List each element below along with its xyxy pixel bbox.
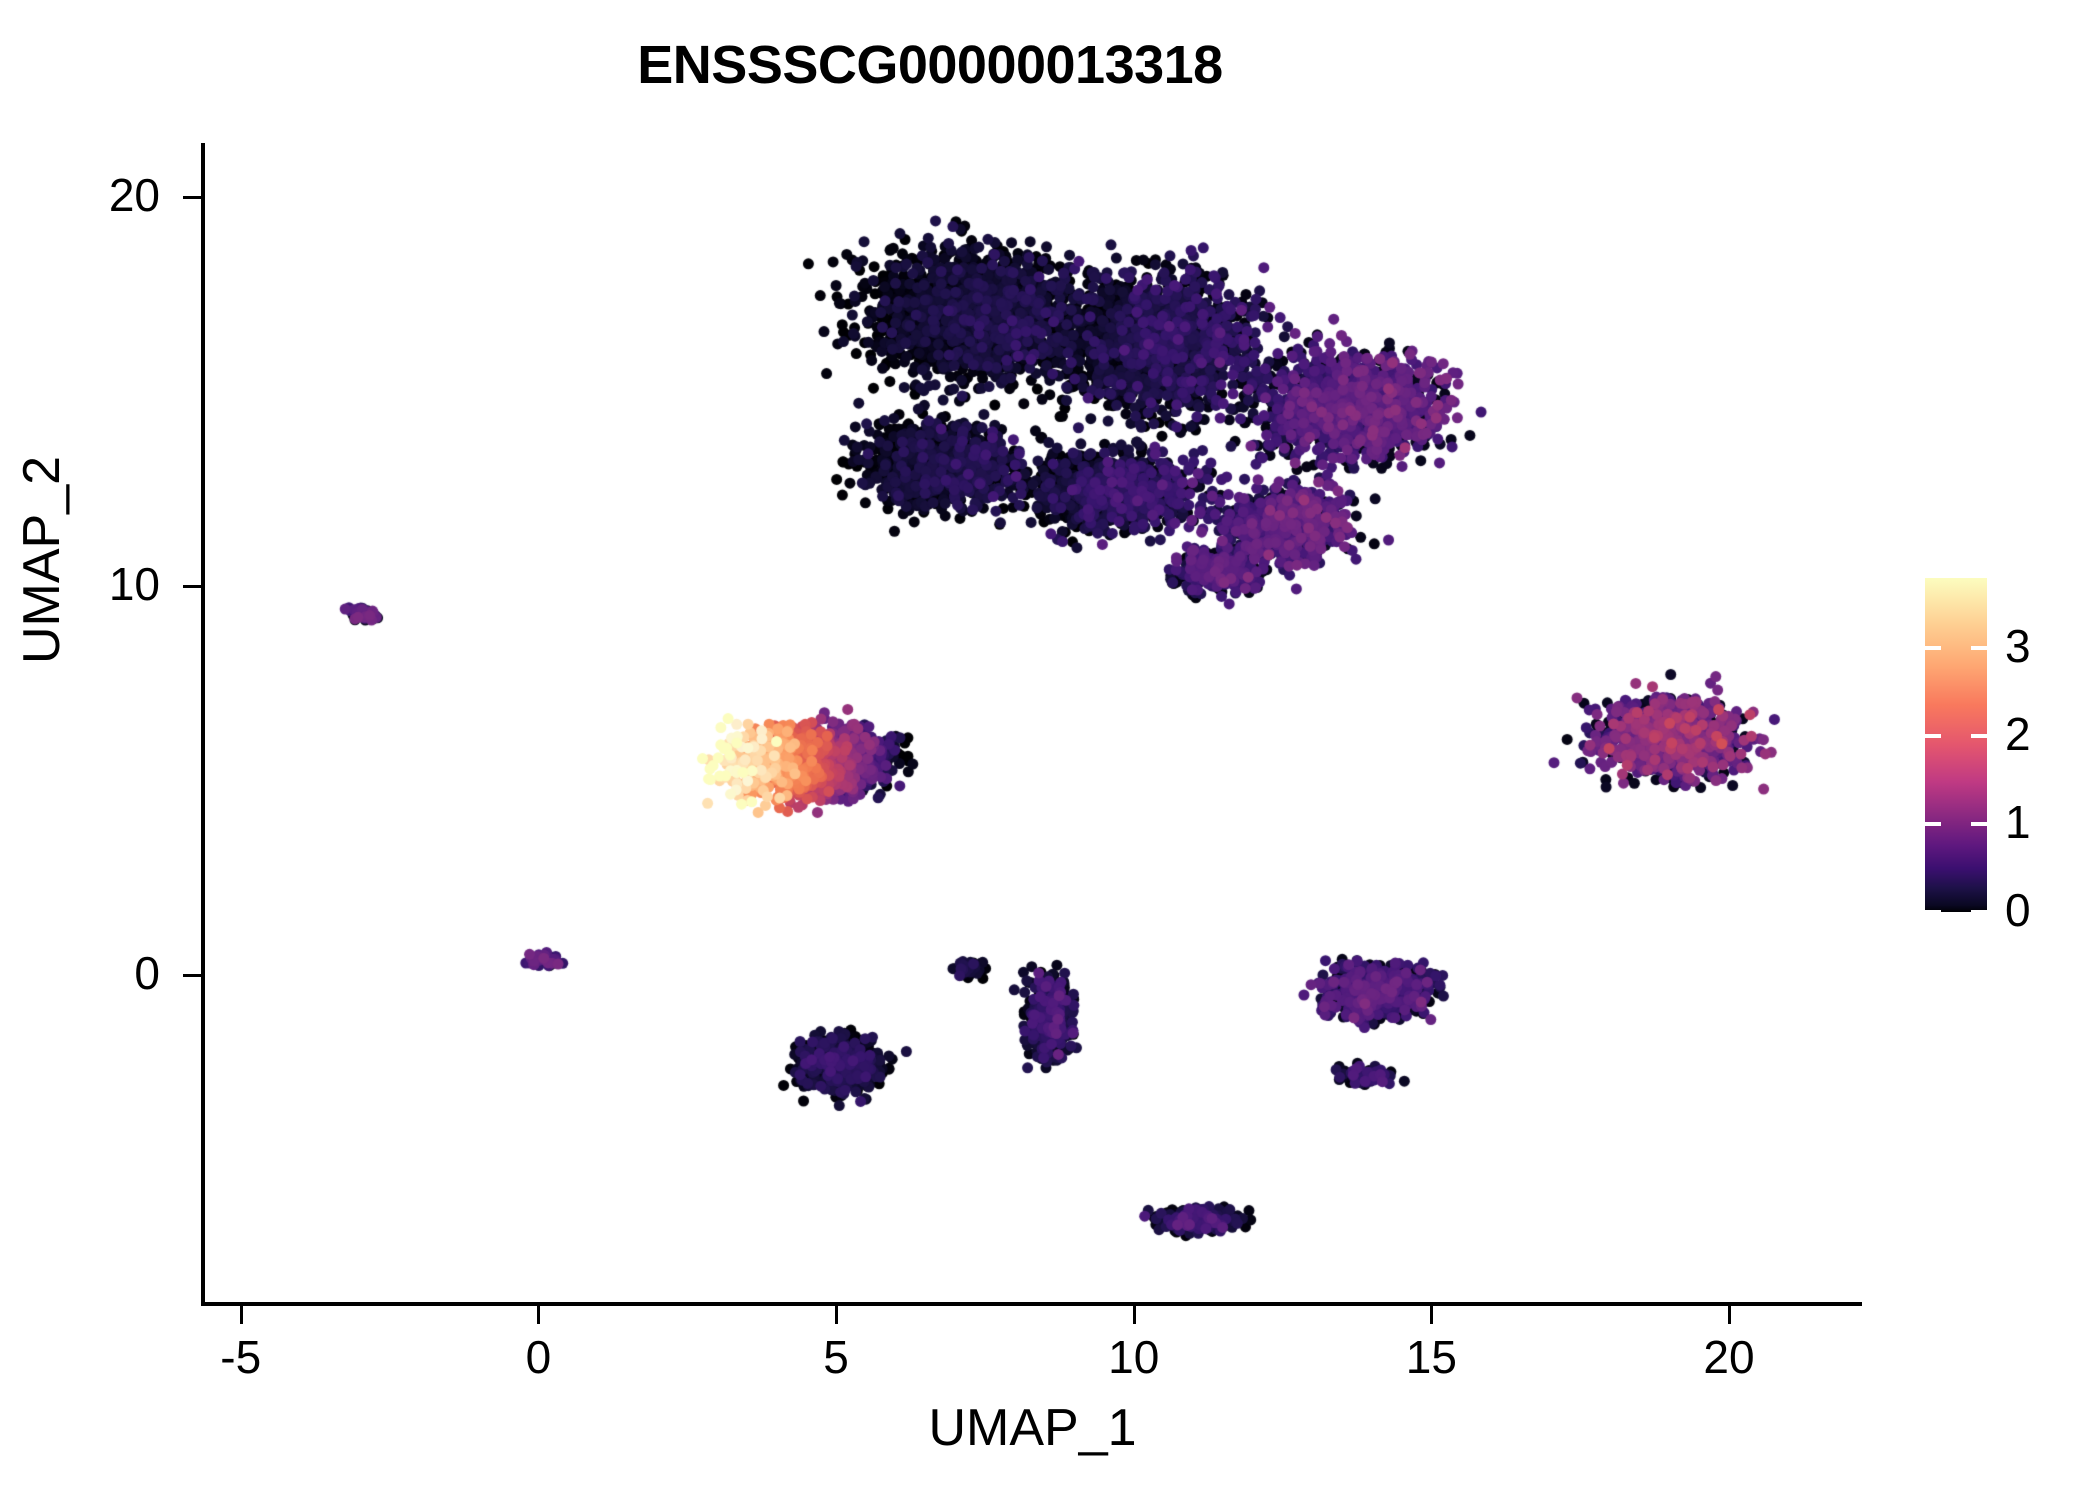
x-tick-mark — [239, 1306, 243, 1324]
y-tick-label: 10 — [108, 558, 160, 611]
x-tick-mark — [1728, 1306, 1732, 1324]
page-title: ENSSSCG00000013318 — [637, 35, 1223, 95]
x-tick-label: -5 — [220, 1331, 262, 1383]
colorbar-tick-mark — [1925, 822, 1941, 827]
y-tick-label: 0 — [134, 947, 160, 1000]
colorbar-tick-mark — [1971, 734, 1987, 739]
x-tick-mark — [537, 1306, 541, 1324]
colorbar-tick-label: 0 — [2005, 884, 2031, 936]
y-tick-mark — [183, 974, 201, 978]
colorbar-tick-mark — [1971, 646, 1987, 651]
x-axis-line — [201, 1302, 1862, 1306]
colorbar-tick-mark — [1925, 734, 1941, 739]
y-tick-mark — [183, 196, 201, 200]
x-tick-mark — [1430, 1306, 1434, 1324]
x-tick-label: 20 — [1703, 1331, 1755, 1383]
colorbar-tick-label: 1 — [2005, 796, 2031, 849]
y-axis-title: UMAP_2 — [13, 455, 71, 665]
colorbar-tick-mark — [1925, 646, 1941, 651]
colorbar-tick-mark — [1971, 910, 1987, 914]
x-tick-label: 10 — [1108, 1331, 1160, 1383]
x-tick-label: 0 — [525, 1331, 552, 1383]
y-tick-label: 20 — [108, 169, 160, 222]
y-tick-mark — [183, 585, 201, 589]
plot-panel — [205, 143, 1860, 1302]
x-tick-label: 5 — [823, 1331, 849, 1383]
x-axis-title: UMAP_1 — [928, 1399, 1137, 1457]
colorbar-tick-mark — [1971, 822, 1987, 827]
colorbar-tick-label: 2 — [2005, 708, 2031, 761]
x-tick-label: 15 — [1405, 1331, 1457, 1383]
x-tick-mark — [1132, 1306, 1136, 1324]
scatter-points-layer — [205, 143, 1860, 1302]
colorbar-gradient — [1925, 578, 1987, 912]
x-tick-mark — [835, 1306, 839, 1324]
y-axis-line — [201, 143, 205, 1306]
colorbar-tick-label: 3 — [2005, 620, 2031, 673]
colorbar-tick-mark — [1925, 910, 1941, 914]
